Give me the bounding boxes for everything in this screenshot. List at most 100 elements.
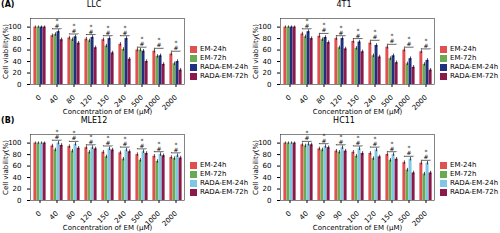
svg-text:80: 80 xyxy=(263,151,272,159)
svg-text:Concentration of EM (μM): Concentration of EM (μM) xyxy=(63,108,153,116)
svg-text:120: 120 xyxy=(78,93,94,109)
svg-text:*: * xyxy=(141,35,144,42)
svg-text:500: 500 xyxy=(129,93,145,109)
svg-text:*: * xyxy=(107,24,110,31)
svg-text:40: 40 xyxy=(263,58,272,66)
svg-text:*: * xyxy=(357,134,360,141)
svg-text:*: * xyxy=(124,135,127,142)
svg-text:Cell viability(%): Cell viability(%) xyxy=(2,24,10,79)
svg-text:2000: 2000 xyxy=(411,94,429,112)
svg-text:80: 80 xyxy=(65,210,77,222)
svg-text:40: 40 xyxy=(48,94,60,106)
svg-text:Concentration of EM (μM): Concentration of EM (μM) xyxy=(313,108,403,116)
svg-text:*: * xyxy=(56,17,59,24)
svg-text:40: 40 xyxy=(13,174,22,182)
svg-text:*: * xyxy=(56,128,59,135)
svg-text:*: * xyxy=(306,17,309,24)
html-text:4T1: 4T1 xyxy=(336,0,352,9)
svg-text:2000: 2000 xyxy=(411,210,429,228)
svg-text:*: * xyxy=(175,141,178,148)
svg-text:*: * xyxy=(141,137,144,144)
svg-text:*: * xyxy=(158,36,161,43)
svg-text:60: 60 xyxy=(263,46,272,54)
svg-text:Cell viability(%): Cell viability(%) xyxy=(252,140,260,195)
svg-text:120: 120 xyxy=(78,209,94,225)
svg-text:*: * xyxy=(391,140,394,147)
svg-text:60: 60 xyxy=(13,162,22,170)
svg-text:0: 0 xyxy=(17,81,21,89)
html-text:(A): (A) xyxy=(1,0,15,9)
svg-text:*: * xyxy=(90,133,93,140)
svg-text:*: * xyxy=(374,135,377,142)
svg-text:20: 20 xyxy=(263,185,272,193)
svg-text:*: * xyxy=(107,134,110,141)
svg-text:80: 80 xyxy=(13,151,22,159)
svg-text:60: 60 xyxy=(263,162,272,170)
svg-text:Concentration of EM (μM): Concentration of EM (μM) xyxy=(63,224,153,232)
svg-text:*: * xyxy=(408,144,411,151)
svg-text:*: * xyxy=(306,129,309,136)
svg-text:80: 80 xyxy=(13,35,22,43)
svg-text:20: 20 xyxy=(263,69,272,77)
svg-text:80: 80 xyxy=(65,94,77,106)
svg-text:*: * xyxy=(357,27,360,34)
svg-text:*: * xyxy=(323,132,326,139)
svg-text:40: 40 xyxy=(48,210,60,222)
html-text:LLC: LLC xyxy=(86,0,102,9)
svg-text:240: 240 xyxy=(112,209,128,225)
svg-text:40: 40 xyxy=(298,210,310,222)
svg-text:*: * xyxy=(90,23,93,30)
svg-text:*: * xyxy=(391,32,394,39)
svg-text:*: * xyxy=(425,37,428,44)
svg-text:80: 80 xyxy=(315,210,327,222)
svg-text:150: 150 xyxy=(379,209,395,225)
svg-text:2000: 2000 xyxy=(161,94,179,112)
svg-text:*: * xyxy=(425,148,428,155)
svg-text:240: 240 xyxy=(112,93,128,109)
svg-text:0: 0 xyxy=(17,197,21,205)
svg-text:*: * xyxy=(323,21,326,28)
svg-text:0: 0 xyxy=(267,81,271,89)
svg-text:Cell viability(%): Cell viability(%) xyxy=(2,140,10,195)
svg-text:40: 40 xyxy=(298,94,310,106)
svg-text:40: 40 xyxy=(13,58,22,66)
svg-text:1000: 1000 xyxy=(143,209,162,228)
svg-text:0: 0 xyxy=(284,94,293,103)
svg-text:1000: 1000 xyxy=(143,93,162,112)
svg-text:*: * xyxy=(374,28,377,35)
svg-text:80: 80 xyxy=(315,94,327,106)
svg-text:20: 20 xyxy=(13,69,22,77)
svg-text:20: 20 xyxy=(13,185,22,193)
svg-text:0: 0 xyxy=(284,210,293,219)
svg-text:500: 500 xyxy=(129,209,145,225)
svg-text:2000: 2000 xyxy=(161,210,179,228)
svg-text:*: * xyxy=(73,129,76,136)
svg-text:Cell viability(%): Cell viability(%) xyxy=(252,24,260,79)
svg-text:150: 150 xyxy=(345,93,361,109)
svg-text:40: 40 xyxy=(263,174,272,182)
svg-text:240: 240 xyxy=(362,93,378,109)
svg-text:*: * xyxy=(73,22,76,29)
svg-text:1000: 1000 xyxy=(393,93,412,112)
svg-text:60: 60 xyxy=(13,46,22,54)
svg-text:*: * xyxy=(124,24,127,31)
svg-text:*: * xyxy=(340,24,343,31)
svg-text:*: * xyxy=(408,35,411,42)
svg-text:500: 500 xyxy=(379,93,395,109)
svg-text:0: 0 xyxy=(34,94,43,103)
svg-text:0: 0 xyxy=(267,197,271,205)
svg-text:150: 150 xyxy=(95,209,111,225)
svg-text:80: 80 xyxy=(263,35,272,43)
svg-text:150: 150 xyxy=(95,93,111,109)
svg-text:100: 100 xyxy=(8,23,22,32)
svg-text:500: 500 xyxy=(396,209,412,225)
svg-text:120: 120 xyxy=(328,93,344,109)
svg-text:*: * xyxy=(340,133,343,140)
svg-text:100: 100 xyxy=(345,209,361,225)
svg-text:120: 120 xyxy=(362,209,378,225)
svg-text:*: * xyxy=(158,140,161,147)
svg-text:0: 0 xyxy=(34,210,43,219)
svg-text:*: * xyxy=(175,39,178,46)
svg-text:90: 90 xyxy=(332,210,344,222)
svg-text:Concentration of EM (μM): Concentration of EM (μM) xyxy=(313,224,403,232)
